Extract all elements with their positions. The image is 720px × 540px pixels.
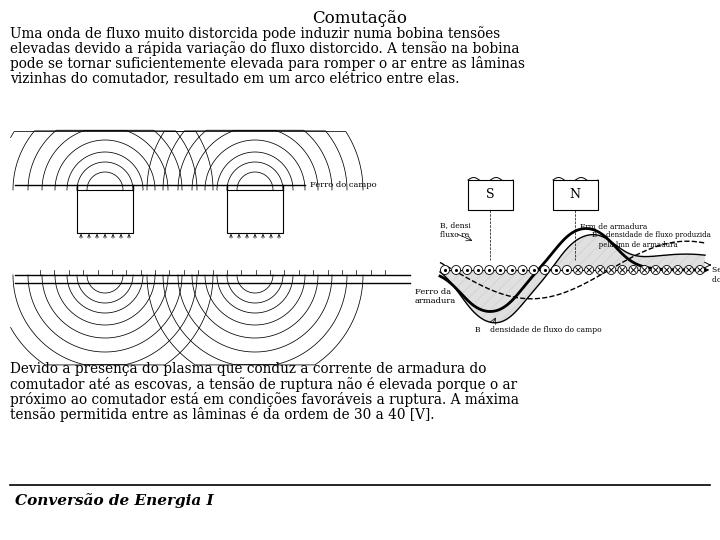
Text: B    densidade de fluxo do campo: B densidade de fluxo do campo bbox=[475, 326, 602, 334]
Bar bbox=[468, 180, 513, 210]
Circle shape bbox=[507, 266, 516, 274]
Circle shape bbox=[595, 266, 605, 274]
Circle shape bbox=[562, 266, 572, 274]
Text: Ferro do campo: Ferro do campo bbox=[310, 181, 377, 189]
Circle shape bbox=[640, 266, 649, 274]
Circle shape bbox=[618, 266, 627, 274]
Text: próximo ao comutador está em condições favoráveis a ruptura. A máxima: próximo ao comutador está em condições f… bbox=[10, 392, 519, 407]
Circle shape bbox=[673, 266, 683, 274]
Circle shape bbox=[463, 266, 472, 274]
Text: Devido a presença do plasma que conduz a corrente de armadura do: Devido a presença do plasma que conduz a… bbox=[10, 362, 487, 376]
Bar bbox=[77, 190, 133, 233]
Circle shape bbox=[441, 266, 449, 274]
Circle shape bbox=[685, 266, 693, 274]
Text: B, densi
fluxo re: B, densi fluxo re bbox=[440, 221, 471, 239]
Circle shape bbox=[607, 266, 616, 274]
Circle shape bbox=[662, 266, 671, 274]
Circle shape bbox=[651, 266, 660, 274]
Circle shape bbox=[552, 266, 560, 274]
Circle shape bbox=[518, 266, 527, 274]
Circle shape bbox=[451, 266, 461, 274]
Text: vizinhas do comutador, resultado em um arco elétrico entre elas.: vizinhas do comutador, resultado em um a… bbox=[10, 71, 459, 85]
Text: Sentido de rotação
do rotor: Sentido de rotação do rotor bbox=[712, 266, 720, 284]
Text: B    densidade de fluxo produzida
   pela lmn de armadura: B densidade de fluxo produzida pela lmn … bbox=[592, 232, 711, 248]
Text: Frm de armadura: Frm de armadura bbox=[580, 223, 647, 231]
Circle shape bbox=[485, 266, 494, 274]
Text: Conversão de Energia I: Conversão de Energia I bbox=[15, 493, 214, 508]
Circle shape bbox=[629, 266, 638, 274]
Text: Uma onda de fluxo muito distorcida pode induzir numa bobina tensões: Uma onda de fluxo muito distorcida pode … bbox=[10, 26, 500, 41]
Bar bbox=[553, 180, 598, 210]
Text: pode se tornar suficientemente elevada para romper o ar entre as lâminas: pode se tornar suficientemente elevada p… bbox=[10, 56, 525, 71]
Text: N: N bbox=[570, 188, 580, 201]
Circle shape bbox=[496, 266, 505, 274]
Circle shape bbox=[696, 266, 704, 274]
Text: elevadas devido a rápida variação do fluxo distorcido. A tensão na bobina: elevadas devido a rápida variação do flu… bbox=[10, 41, 520, 56]
Text: comutador até as escovas, a tensão de ruptura não é elevada porque o ar: comutador até as escovas, a tensão de ru… bbox=[10, 377, 517, 392]
Bar bbox=[227, 190, 283, 233]
Circle shape bbox=[474, 266, 483, 274]
Circle shape bbox=[574, 266, 582, 274]
Circle shape bbox=[585, 266, 593, 274]
Text: Comutação: Comutação bbox=[312, 10, 408, 27]
Text: S: S bbox=[486, 188, 494, 201]
Circle shape bbox=[540, 266, 549, 274]
Circle shape bbox=[529, 266, 538, 274]
Text: tensão permitida entre as lâminas é da ordem de 30 a 40 [V].: tensão permitida entre as lâminas é da o… bbox=[10, 407, 434, 422]
Text: Ferro da
armadura: Ferro da armadura bbox=[415, 288, 456, 305]
